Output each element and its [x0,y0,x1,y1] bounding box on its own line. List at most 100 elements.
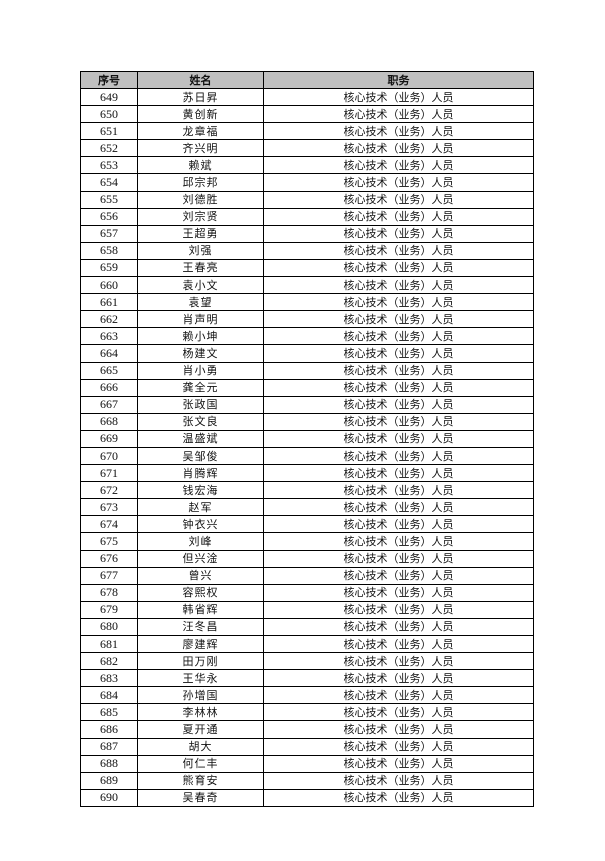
cell-index: 673 [80,498,138,517]
header-index: 序号 [80,71,138,89]
cell-index: 662 [80,310,138,329]
cell-name: 龚全元 [137,378,264,397]
cell-index: 674 [80,515,138,534]
cell-index: 677 [80,566,138,585]
cell-index: 688 [80,754,138,773]
cell-name: 孙增国 [137,686,264,705]
cell-index: 681 [80,634,138,654]
table-row: 673 赵军 核心技术（业务）人员 [80,498,534,517]
table-row: 664 杨建文 核心技术（业务）人员 [80,344,534,363]
cell-index: 650 [80,105,138,124]
cell-index: 667 [80,395,138,414]
cell-name: 袁小文 [137,276,264,295]
personnel-table: 序号 姓名 职务 649 苏日昇 核心技术（业务）人员 650 黄创新 核心技术（业务）人… [80,71,534,807]
cell-position: 核心技术（业务）人员 [263,258,534,278]
table-row: 687 胡大 核心技术（业务）人员 [80,737,534,756]
cell-index: 687 [80,737,138,756]
cell-name: 田万刚 [137,652,264,671]
table-row: 660 袁小文 核心技术（业务）人员 [80,276,534,295]
cell-position: 核心技术（业务）人员 [263,446,534,466]
cell-index: 690 [80,788,138,807]
table-row: 666 龚全元 核心技术（业务）人员 [80,378,534,397]
cell-position: 核心技术（业务）人员 [263,600,534,619]
table-row: 690 吴春奇 核心技术（业务）人员 [80,788,534,807]
cell-index: 669 [80,429,138,448]
table-row: 677 曾兴 核心技术（业务）人员 [80,566,534,585]
cell-index: 663 [80,327,138,346]
table-row: 669 温盛斌 核心技术（业务）人员 [80,429,534,448]
cell-name: 袁望 [137,293,264,312]
cell-position: 核心技术（业务）人员 [263,327,534,346]
cell-index: 653 [80,156,138,175]
cell-position: 核心技术（业务）人员 [263,361,534,380]
cell-index: 655 [80,190,138,209]
cell-index: 668 [80,412,138,431]
table-row: 685 李林林 核心技术（业务）人员 [80,703,534,722]
cell-position: 核心技术（业务）人员 [263,412,534,431]
cell-position: 核心技术（业务）人员 [263,464,534,483]
cell-position: 核心技术（业务）人员 [263,395,534,414]
cell-name: 黄创新 [137,105,264,124]
cell-name: 钟衣兴 [137,515,264,534]
cell-position: 核心技术（业务）人员 [263,669,534,688]
cell-position: 核心技术（业务）人员 [263,771,534,790]
table-row: 680 汪冬昌 核心技术（业务）人员 [80,617,534,637]
cell-name: 温盛斌 [137,429,264,448]
cell-name: 王华永 [137,669,264,688]
table-row: 665 肖小勇 核心技术（业务）人员 [80,361,534,380]
header-name: 姓名 [137,71,264,89]
cell-name: 刘德胜 [137,190,264,209]
cell-name: 熊育安 [137,771,264,790]
cell-index: 671 [80,464,138,483]
cell-position: 核心技术（业务）人员 [263,686,534,705]
table-row: 676 但兴淦 核心技术（业务）人员 [80,549,534,568]
table-row: 675 刘峰 核心技术（业务）人员 [80,532,534,551]
cell-index: 651 [80,122,138,141]
table-row: 670 吴邹俊 核心技术（业务）人员 [80,446,534,466]
cell-name: 肖声明 [137,310,264,329]
cell-name: 肖小勇 [137,361,264,380]
cell-name: 吴邹俊 [137,446,264,466]
table-row: 684 孙增国 核心技术（业务）人员 [80,686,534,705]
cell-name: 刘强 [137,241,264,260]
header-row: 序号 姓名 职务 [80,71,534,89]
cell-position: 核心技术（业务）人员 [263,720,534,739]
cell-name: 钱宏海 [137,481,264,500]
table-row: 655 刘德胜 核心技术（业务）人员 [80,190,534,209]
cell-name: 曾兴 [137,566,264,585]
cell-position: 核心技术（业务）人员 [263,344,534,363]
cell-position: 核心技术（业务）人员 [263,190,534,209]
table-row: 662 肖声明 核心技术（业务）人员 [80,310,534,329]
cell-index: 679 [80,600,138,619]
cell-index: 672 [80,481,138,500]
cell-name: 廖建辉 [137,634,264,654]
cell-position: 核心技术（业务）人员 [263,276,534,295]
cell-name: 赵军 [137,498,264,517]
cell-name: 赖斌 [137,156,264,175]
cell-index: 670 [80,446,138,466]
cell-position: 核心技术（业务）人员 [263,156,534,175]
cell-name: 韩省辉 [137,600,264,619]
table-row: 651 龙章福 核心技术（业务）人员 [80,122,534,141]
cell-position: 核心技术（业务）人员 [263,498,534,517]
cell-position: 核心技术（业务）人员 [263,788,534,807]
cell-index: 649 [80,87,138,107]
table-row: 667 张政国 核心技术（业务）人员 [80,395,534,414]
cell-position: 核心技术（业务）人员 [263,754,534,773]
cell-index: 689 [80,771,138,790]
cell-name: 杨建文 [137,344,264,363]
cell-name: 张文良 [137,412,264,431]
cell-name: 吴春奇 [137,788,264,807]
cell-index: 683 [80,669,138,688]
cell-index: 685 [80,703,138,722]
cell-position: 核心技术（业务）人员 [263,617,534,637]
cell-index: 675 [80,532,138,551]
cell-name: 邱宗邦 [137,173,264,192]
cell-position: 核心技术（业务）人员 [263,532,534,551]
cell-position: 核心技术（业务）人员 [263,737,534,756]
table-row: 686 夏开通 核心技术（业务）人员 [80,720,534,739]
cell-name: 赖小坤 [137,327,264,346]
cell-position: 核心技术（业务）人员 [263,224,534,243]
cell-position: 核心技术（业务）人员 [263,378,534,397]
cell-name: 夏开通 [137,720,264,739]
